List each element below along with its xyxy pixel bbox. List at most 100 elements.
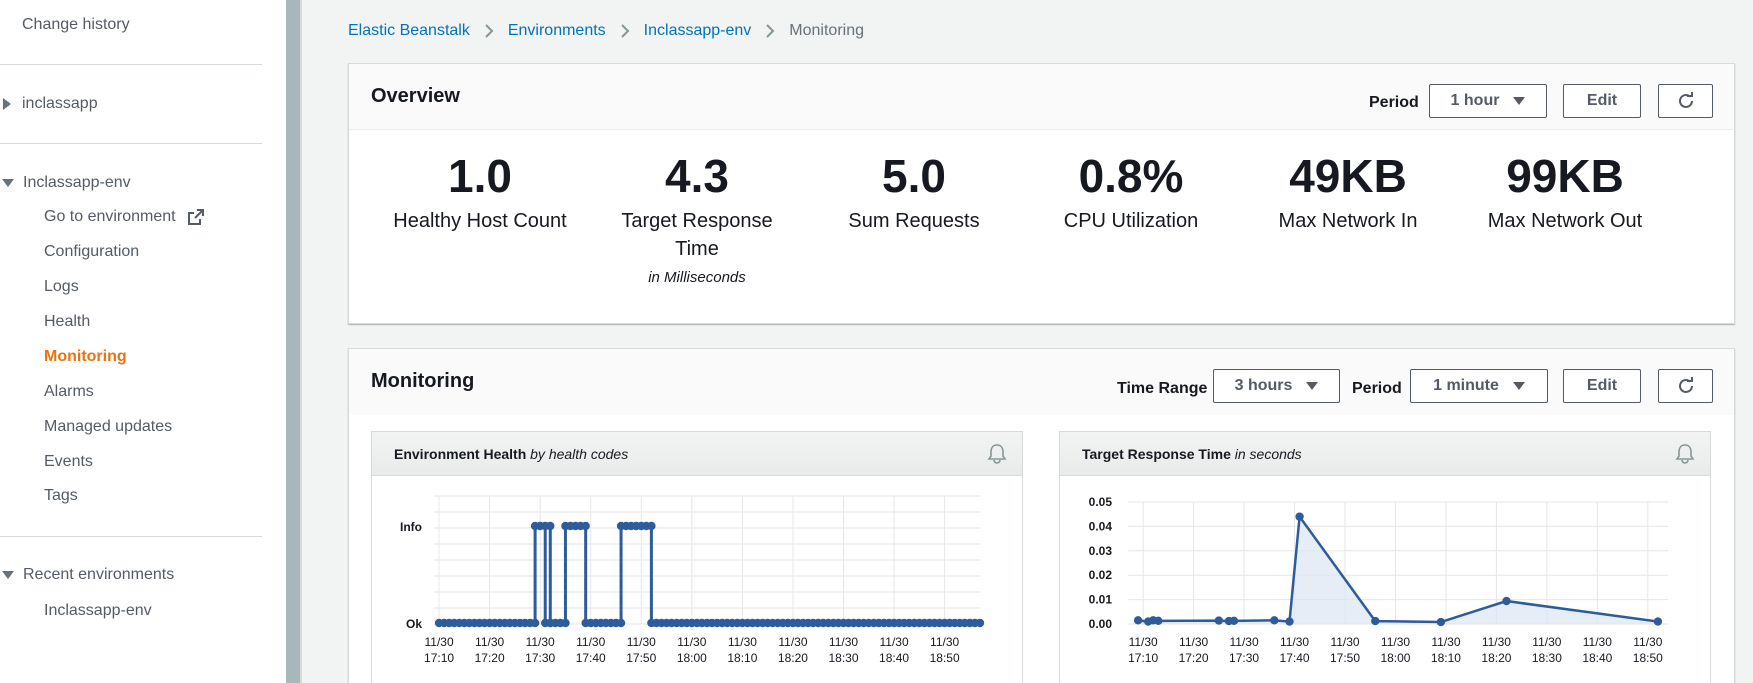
metric-value: 4.3 [665,150,729,202]
x-tick-label: 11/30 18:30 [828,635,858,665]
overview-refresh-button[interactable] [1658,84,1713,118]
sidebar-item-go-to-environment[interactable]: Go to environment [44,208,205,226]
x-tick-label: 11/30 17:20 [1179,635,1209,665]
data-point [1502,596,1511,606]
sidebar-item-events[interactable]: Events [44,453,93,470]
period-value: 1 minute [1433,377,1499,394]
overview-edit-button[interactable]: Edit [1563,84,1641,118]
data-point [530,618,540,628]
time-range-label: Time Range [1117,380,1208,397]
sidebar-item-logs[interactable]: Logs [44,278,79,295]
change-history-link[interactable]: Change history [22,16,130,33]
x-tick-label: 11/30 17:10 [424,635,454,665]
app-section-toggle[interactable]: inclassapp [0,95,98,113]
monitoring-period-select[interactable]: 1 minute [1410,369,1548,403]
breadcrumb-current: Monitoring [789,22,864,39]
sidebar-item-configuration[interactable]: Configuration [44,243,140,260]
data-point [581,521,590,531]
x-tick-label: 11/30 17:40 [576,635,606,665]
sidebar: Change history inclassapp Inclassapp-env… [0,0,286,683]
chart-subtitle: in seconds [1234,446,1302,462]
period-label: Period [1352,380,1402,397]
metric-label: Healthy Host Count [393,210,567,232]
x-tick-label: 11/30 17:10 [1128,635,1158,665]
x-tick-label: 11/30 17:30 [1229,635,1259,665]
y-tick-label: Ok [406,617,422,631]
x-tick-label: 11/30 18:00 [677,635,707,665]
x-tick-label: 11/30 18:20 [1481,635,1511,665]
metric-max-network-out: 99KB Max Network Out [1460,153,1670,235]
x-tick-label: 11/30 17:30 [525,635,555,665]
env-section-toggle[interactable]: Inclassapp-env [0,174,131,192]
sidebar-item-managed-updates[interactable]: Managed updates [44,418,173,435]
data-point [1270,616,1279,625]
chevron-right-icon [485,24,494,38]
period-select[interactable]: 1 hour [1429,84,1547,118]
x-tick-label: 11/30 18:20 [778,635,808,665]
sidebar-item-monitoring[interactable]: Monitoring [44,348,127,365]
metric-sub: in Milliseconds [648,269,746,286]
data-point [647,521,656,531]
metric-value: 5.0 [882,150,946,202]
sidebar-item-alarms[interactable]: Alarms [44,383,94,400]
metric-sum-requests: 5.0 Sum Requests [809,153,1019,235]
monitoring-header: Monitoring Time Range 3 hours 1 minute P… [349,349,1734,415]
metric-label: Max Network In [1278,210,1418,232]
overview-header: Overview Period 1 hour Edit [349,64,1734,130]
chart-header: Target Response Time in seconds [1060,432,1710,476]
chart-title-text: Environment Health [394,446,527,462]
period-label: Period [1369,94,1419,111]
data-point [1436,617,1446,627]
breadcrumb-env[interactable]: Inclassapp-env [643,22,752,39]
x-tick-label: 11/30 18:00 [1380,635,1410,665]
metric-label: Sum Requests [848,210,980,232]
chevron-right-icon [620,24,630,38]
sidebar-item-label: Go to environment [44,208,176,225]
sidebar-resize-handle[interactable] [286,0,302,683]
caret-down-icon [2,179,14,187]
metric-healthy-host-count: 1.0 Healthy Host Count [375,153,585,235]
metric-target-response-time: 4.3 Target Response Time in Milliseconds [592,153,802,286]
recent-env-link[interactable]: Inclassapp-env [44,602,152,619]
data-point [1154,616,1163,626]
monitoring-title: Monitoring [371,370,475,392]
chart-title-text: Target Response Time [1082,446,1231,462]
chart-subtitle: by health codes [530,446,629,462]
sidebar-item-tags[interactable]: Tags [44,487,78,504]
recent-section-toggle[interactable]: Recent environments [0,566,174,584]
environment-health-chart: Environment Health by health codes 11/30… [371,431,1023,683]
metric-value: 0.8% [1078,150,1184,202]
metric-label: Target Response Time [621,210,773,260]
y-tick-label: 0.02 [1089,568,1113,582]
y-tick-label: 0.05 [1089,495,1113,509]
y-tick-label: 0.00 [1089,617,1113,631]
monitoring-refresh-button[interactable] [1658,369,1713,403]
overview-title: Overview [371,85,460,107]
metric-cpu-utilization: 0.8% CPU Utilization [1026,153,1236,235]
x-tick-label: 11/30 17:50 [1330,635,1360,665]
data-point [1214,616,1224,625]
x-tick-label: 11/30 18:50 [1633,635,1663,665]
data-point [616,618,626,628]
data-point [1371,616,1380,626]
monitoring-panel: Monitoring Time Range 3 hours 1 minute P… [348,348,1735,683]
bell-icon[interactable] [1674,442,1696,464]
data-point [1653,617,1663,626]
series-area [1138,516,1658,624]
monitoring-edit-button[interactable]: Edit [1563,369,1641,403]
breadcrumb-environments[interactable]: Environments [507,22,606,39]
chart-title: Target Response Time in seconds [1082,446,1302,462]
y-tick-label: 0.04 [1089,519,1113,533]
env-name: Inclassapp-env [23,174,131,191]
sidebar-item-health[interactable]: Health [44,313,91,330]
metric-max-network-in: 49KB Max Network In [1243,153,1453,235]
breadcrumb-elastic-beanstalk[interactable]: Elastic Beanstalk [348,22,470,39]
metric-value: 1.0 [448,150,512,202]
metric-label: CPU Utilization [1063,210,1199,232]
caret-down-icon [2,571,14,579]
divider [0,64,262,65]
bell-icon[interactable] [986,442,1008,464]
time-range-select[interactable]: 3 hours [1213,369,1340,403]
x-tick-label: 11/30 18:10 [1431,635,1461,665]
caret-right-icon [3,98,11,110]
